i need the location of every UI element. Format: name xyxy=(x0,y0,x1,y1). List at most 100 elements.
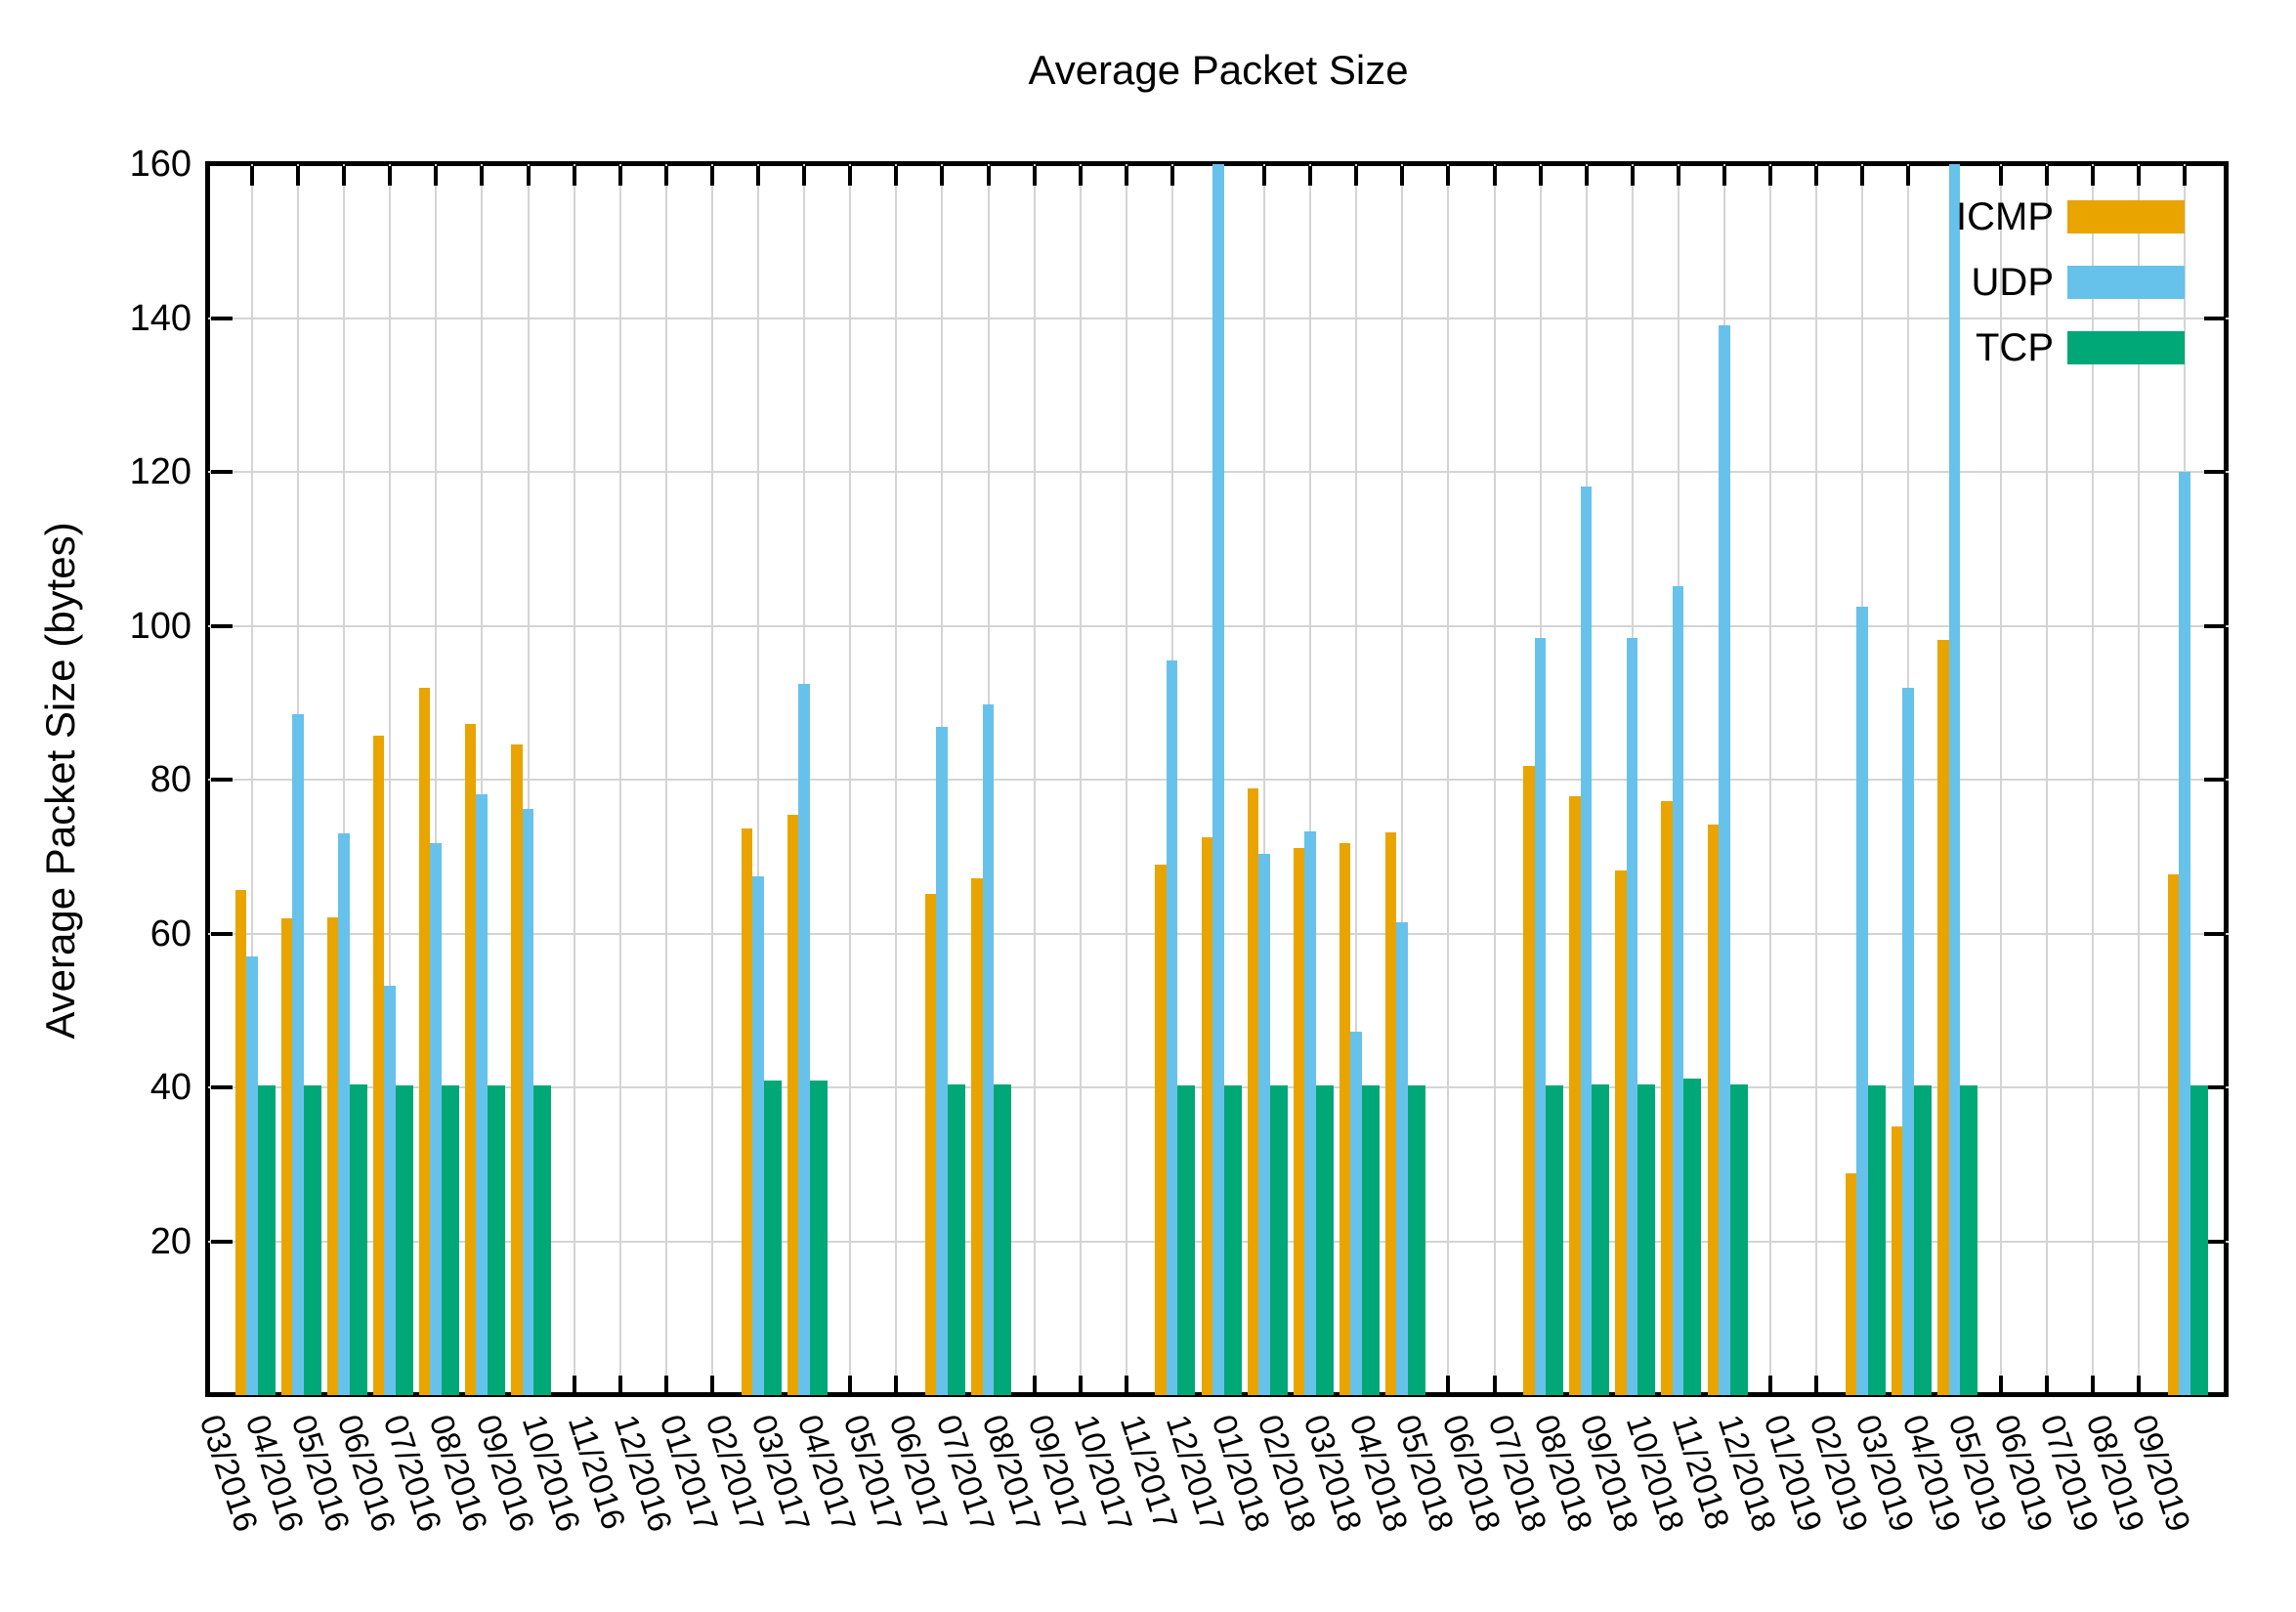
v-gridline xyxy=(481,164,484,1395)
x-tick-top xyxy=(1630,166,1635,186)
x-tick-top xyxy=(617,166,622,186)
bar-udp-02/2017 xyxy=(752,876,764,1395)
bar-icmp-09/2016 xyxy=(511,743,523,1395)
bar-icmp-08/2018 xyxy=(1569,795,1581,1395)
bar-icmp-05/2016 xyxy=(326,916,339,1395)
bar-icmp-04/2019 xyxy=(1937,640,1949,1395)
legend-label-udp: UDP xyxy=(1971,261,2054,304)
bar-icmp-09/2018 xyxy=(1615,870,1627,1395)
bar-udp-04/2018 xyxy=(1396,921,1408,1395)
bar-udp-02/2018 xyxy=(1304,830,1316,1395)
bar-tcp-11/2017 xyxy=(1177,1084,1196,1395)
x-tick-top xyxy=(2136,166,2141,186)
bar-udp-09/2016 xyxy=(522,808,534,1395)
v-gridline xyxy=(343,164,346,1395)
v-gridline xyxy=(435,164,438,1395)
v-gridline xyxy=(1309,164,1312,1395)
bar-icmp-12/2017 xyxy=(1201,837,1212,1395)
v-gridline xyxy=(757,164,760,1395)
bar-icmp-03/2017 xyxy=(787,815,799,1395)
bar-icmp-10/2018 xyxy=(1661,801,1673,1395)
x-tick-bottom xyxy=(572,1376,576,1395)
bar-icmp-06/2017 xyxy=(924,893,937,1395)
x-tick-bottom xyxy=(663,1376,668,1395)
bar-udp-09/2018 xyxy=(1626,638,1638,1395)
x-tick-top xyxy=(296,166,301,186)
v-gridline xyxy=(1769,164,1772,1395)
v-gridline xyxy=(1125,164,1127,1395)
bar-udp-02/2019 xyxy=(1856,606,1868,1395)
x-tick-bottom xyxy=(1768,1376,1773,1395)
x-tick-top xyxy=(894,166,899,186)
bar-udp-05/2016 xyxy=(338,833,350,1395)
x-tick-top xyxy=(2090,166,2095,186)
bar-tcp-07/2018 xyxy=(1546,1084,1564,1395)
bar-icmp-04/2018 xyxy=(1384,831,1397,1395)
bar-icmp-03/2019 xyxy=(1891,1126,1903,1395)
y-tick-right xyxy=(2204,931,2226,936)
x-tick-top xyxy=(2183,166,2187,186)
bar-tcp-08/2016 xyxy=(487,1084,505,1395)
bar-udp-04/2019 xyxy=(1948,164,1961,1395)
x-tick-top xyxy=(2044,166,2049,186)
y-tick-left xyxy=(211,470,233,474)
x-tick-top xyxy=(1078,166,1083,186)
y-tick-right xyxy=(2204,1239,2226,1244)
v-gridline xyxy=(1815,164,1818,1395)
legend-swatch-icmp xyxy=(2067,200,2185,233)
y-tick-label: 100 xyxy=(129,605,191,647)
x-tick-top xyxy=(1032,166,1037,186)
x-tick-top xyxy=(1538,166,1543,186)
y-tick-left xyxy=(211,931,233,936)
y-tick-label: 140 xyxy=(129,297,191,339)
x-tick-top xyxy=(1860,166,1865,186)
v-gridline xyxy=(573,164,575,1395)
bar-tcp-04/2018 xyxy=(1407,1085,1425,1395)
x-tick-bottom xyxy=(1446,1376,1451,1395)
v-gridline xyxy=(2045,164,2048,1395)
y-tick-right xyxy=(2204,778,2226,782)
bar-icmp-03/2016 xyxy=(234,889,246,1395)
legend-label-tcp: TCP xyxy=(1976,326,2054,369)
x-tick-bottom xyxy=(1998,1376,2003,1395)
v-gridline xyxy=(1033,164,1036,1395)
y-tick-left xyxy=(211,1239,233,1244)
bar-tcp-08/2018 xyxy=(1592,1083,1610,1395)
bar-tcp-11/2018 xyxy=(1729,1083,1748,1395)
bar-udp-11/2018 xyxy=(1719,325,1730,1395)
x-tick-top xyxy=(480,166,485,186)
x-tick-top xyxy=(1676,166,1680,186)
x-tick-top xyxy=(250,166,254,186)
bar-udp-08/2016 xyxy=(476,793,488,1395)
bar-icmp-11/2017 xyxy=(1155,864,1167,1395)
v-gridline xyxy=(1401,164,1404,1395)
y-tick-label: 40 xyxy=(149,1067,191,1108)
y-tick-right xyxy=(2204,470,2226,474)
x-tick-top xyxy=(1308,166,1313,186)
x-tick-bottom xyxy=(2136,1376,2141,1395)
legend-label-icmp: ICMP xyxy=(1956,195,2054,238)
chart-title: Average Packet Size xyxy=(1028,47,1409,93)
bar-tcp-07/2016 xyxy=(441,1084,459,1395)
bar-udp-03/2019 xyxy=(1902,688,1914,1395)
bar-icmp-04/2016 xyxy=(280,917,293,1395)
bar-tcp-09/2018 xyxy=(1637,1083,1656,1395)
x-tick-top xyxy=(709,166,714,186)
x-tick-top xyxy=(1354,166,1359,186)
x-tick-bottom xyxy=(2090,1376,2095,1395)
x-tick-top xyxy=(1584,166,1589,186)
bar-udp-06/2016 xyxy=(384,986,396,1395)
bar-udp-07/2018 xyxy=(1534,638,1547,1395)
x-tick-bottom xyxy=(617,1376,622,1395)
legend-swatch-udp xyxy=(2067,266,2185,299)
y-tick-right xyxy=(2204,1085,2226,1089)
bar-tcp-03/2017 xyxy=(809,1080,828,1395)
bar-tcp-03/2019 xyxy=(1913,1084,1932,1395)
bar-icmp-03/2018 xyxy=(1339,843,1351,1395)
bar-udp-11/2017 xyxy=(1166,659,1178,1395)
y-tick-label: 120 xyxy=(129,451,191,492)
bar-icmp-07/2017 xyxy=(971,877,983,1395)
x-tick-top xyxy=(1998,166,2003,186)
bar-icmp-02/2019 xyxy=(1845,1173,1857,1395)
